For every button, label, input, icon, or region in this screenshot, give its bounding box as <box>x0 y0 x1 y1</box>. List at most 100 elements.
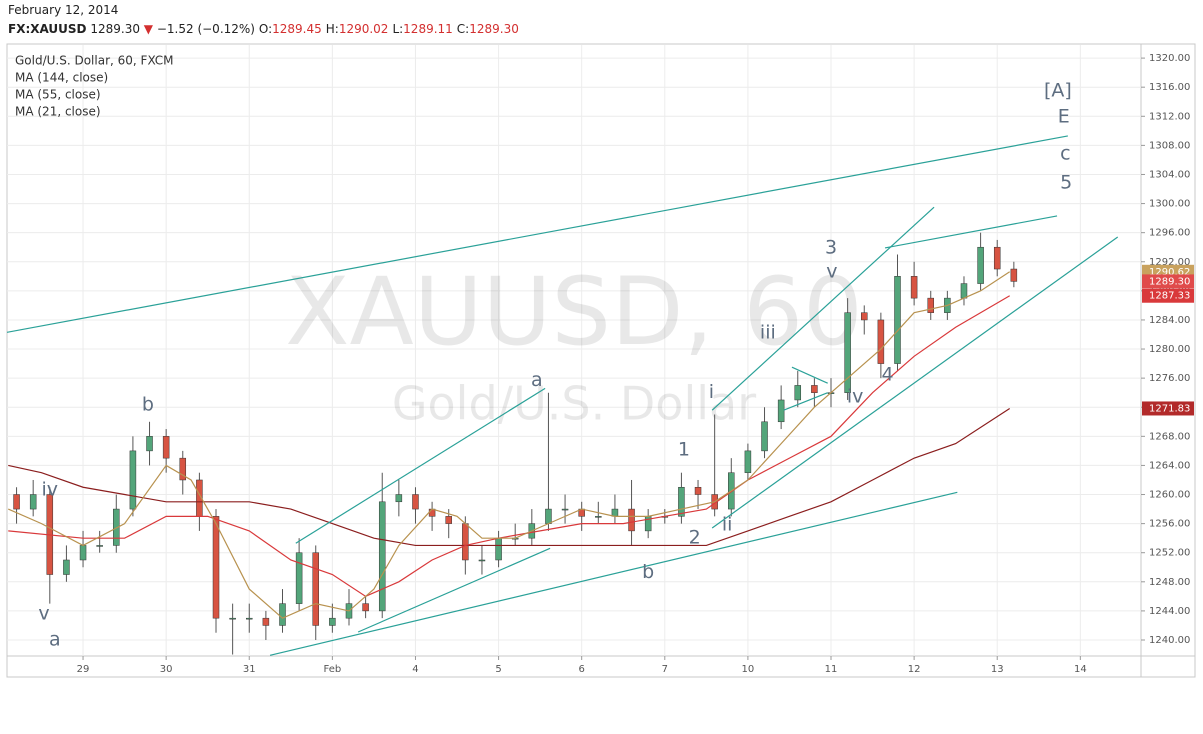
symbol: FX:XAUUSD <box>8 22 87 36</box>
watermark-symbol: XAUUSD, 60 <box>285 258 863 367</box>
candle-body <box>279 603 286 626</box>
price-label-box <box>1142 401 1194 416</box>
wave-label: 1 <box>678 439 690 461</box>
x-tick-label: 7 <box>662 664 668 675</box>
candle-body <box>246 617 253 620</box>
trendline <box>357 547 551 633</box>
quote-line: FX:XAUUSD 1289.30 ▼ −1.52 (−0.12%) O:128… <box>8 22 523 36</box>
candle-body <box>844 312 851 393</box>
y-tick-label: 1292.00 <box>1149 257 1190 268</box>
candle-body <box>395 494 403 503</box>
ohlc: O:1289.45 H:1290.02 L:1289.11 C:1289.30 <box>259 22 523 36</box>
candle-body <box>894 276 901 364</box>
candle-body <box>545 508 552 524</box>
ohlc-label: H: <box>325 22 339 36</box>
candle-body <box>262 617 270 626</box>
price-label-box <box>1142 274 1194 289</box>
candle-body <box>362 603 369 612</box>
candle-body <box>29 494 37 510</box>
y-tick-label: 1296.00 <box>1149 228 1190 239</box>
grid <box>7 45 1141 656</box>
candle-body <box>129 450 137 510</box>
candle-body <box>495 537 502 561</box>
candle-body <box>412 494 419 510</box>
candle-body <box>595 516 602 518</box>
wave-label: [A] <box>1044 79 1072 101</box>
price-label: 1287.33 <box>1149 291 1190 302</box>
wave-label: 2 <box>689 527 701 549</box>
candle-body <box>877 319 885 364</box>
price-label: 1271.83 <box>1149 403 1190 414</box>
moving-average-line <box>8 407 1011 547</box>
axes: 1240.00 1244.00 1248.00 1252.00 1256.00 1260.… <box>77 53 1194 675</box>
trendline <box>711 206 935 411</box>
candle-body <box>794 385 802 401</box>
x-tick-label: 13 <box>991 664 1004 675</box>
candle-body <box>1010 268 1018 282</box>
x-tick-label: 11 <box>825 664 838 675</box>
trendline <box>791 366 828 384</box>
candle-body <box>179 457 187 481</box>
wave-label: i <box>709 381 714 403</box>
candle-body <box>927 297 934 313</box>
y-tick-label: 1260.00 <box>1149 490 1190 501</box>
legend-entry: MA (55, close) <box>15 88 101 102</box>
ohlc-label: O: <box>258 22 273 36</box>
candle-body <box>13 494 20 510</box>
candle-body <box>960 283 968 299</box>
candle-body <box>478 559 486 562</box>
price-label-box <box>1142 288 1194 303</box>
candle-body <box>761 421 768 452</box>
date: February 12, 2014 <box>8 3 119 17</box>
candle-body <box>162 436 170 459</box>
candle-body <box>462 523 469 561</box>
y-tick-label: 1300.00 <box>1149 199 1190 210</box>
change: −1.52 (−0.12%) <box>156 22 255 36</box>
wave-label: 3 <box>825 236 837 258</box>
candle-body <box>811 385 818 393</box>
candle-body <box>229 617 236 620</box>
wave-label: b <box>142 394 154 416</box>
ohlc-label: C: <box>456 22 470 36</box>
candle-body <box>777 399 785 423</box>
wave-label: b <box>642 561 654 583</box>
last-price: 1289.30 <box>90 22 140 36</box>
candle-body <box>295 552 303 604</box>
y-tick-label: 1248.00 <box>1149 577 1190 588</box>
x-tick-label: 14 <box>1074 664 1087 675</box>
candle-body <box>977 246 984 284</box>
watermark-name: Gold/U.S. Dollar <box>392 377 756 431</box>
wave-label: 4 <box>881 364 893 386</box>
candle-body <box>63 559 70 575</box>
y-tick-label: 1312.00 <box>1149 111 1190 122</box>
price-label: 1290.62 <box>1149 267 1190 278</box>
watermark: XAUUSD, 60 Gold/U.S. Dollar <box>285 258 863 431</box>
candle-body <box>561 508 569 511</box>
wave-label: c <box>1060 143 1070 165</box>
price-label: 1289.30 <box>1149 276 1190 287</box>
candle-body <box>96 545 103 547</box>
candle-body <box>628 508 635 532</box>
x-tick-label: 29 <box>77 664 90 675</box>
candle-body <box>79 545 87 561</box>
trendline <box>783 392 828 411</box>
wave-label: v <box>826 260 837 282</box>
trendline <box>7 135 1068 333</box>
candle-body <box>611 508 619 517</box>
y-tick-label: 1316.00 <box>1149 82 1190 93</box>
y-tick-label: 1276.00 <box>1149 373 1190 384</box>
wave-label: a <box>49 628 61 650</box>
ohlc-value: 1290.02 <box>338 22 389 36</box>
candle-body <box>861 312 868 321</box>
wave-label: 5 <box>1060 172 1072 194</box>
x-tick-label: 4 <box>412 664 418 675</box>
frame <box>6 43 1196 678</box>
y-tick-label: 1304.00 <box>1149 169 1190 180</box>
candle-body <box>312 552 319 626</box>
legend-entry: MA (21, close) <box>15 105 101 119</box>
x-tick-label: 30 <box>160 664 173 675</box>
x-tick-label: 31 <box>243 664 256 675</box>
